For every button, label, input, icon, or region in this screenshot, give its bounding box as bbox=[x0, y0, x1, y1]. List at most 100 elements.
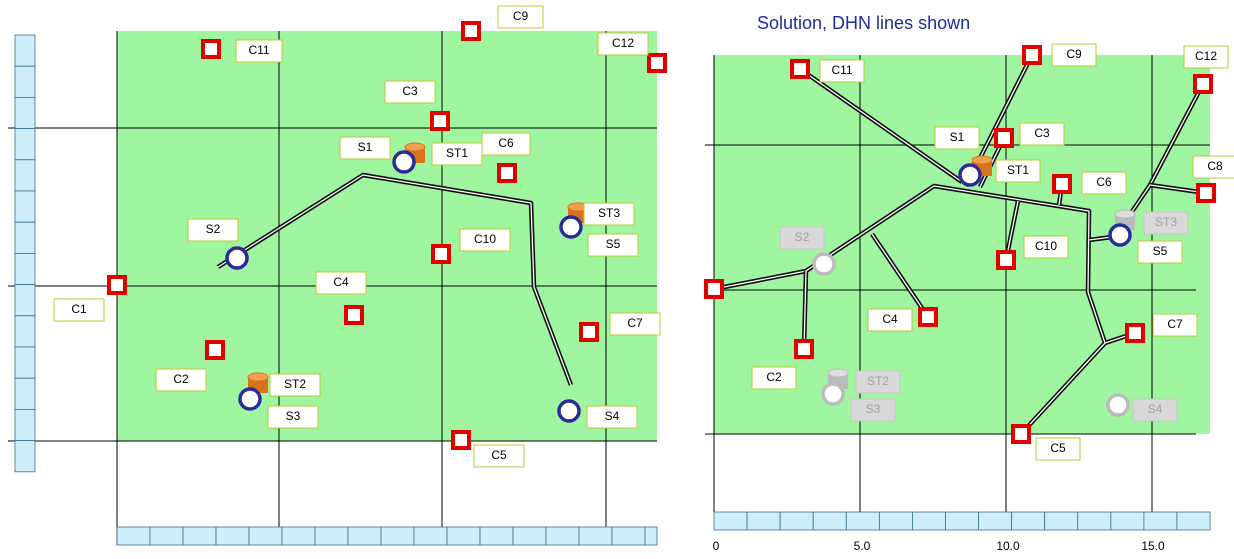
strip-cell bbox=[611, 526, 646, 546]
label: C5 bbox=[1050, 441, 1066, 455]
strip-cell bbox=[347, 526, 382, 546]
source bbox=[821, 382, 845, 406]
consumer bbox=[794, 339, 814, 359]
strip-cell bbox=[14, 221, 36, 254]
strip-cell bbox=[14, 190, 36, 223]
consumer bbox=[431, 244, 451, 264]
strip-cell bbox=[14, 252, 36, 285]
label: ST1 bbox=[1007, 163, 1029, 177]
label-box bbox=[459, 228, 511, 252]
strip-cell bbox=[1143, 511, 1178, 531]
strip-cell bbox=[845, 511, 880, 531]
label: C9 bbox=[513, 9, 529, 23]
strip-cell bbox=[116, 526, 151, 546]
label-box bbox=[431, 142, 483, 166]
source bbox=[238, 387, 262, 411]
label: C3 bbox=[1034, 126, 1050, 140]
strip-cell bbox=[14, 346, 36, 379]
strip-cell bbox=[878, 511, 913, 531]
label-box bbox=[497, 5, 544, 29]
strip-cell bbox=[215, 526, 250, 546]
strip-cell bbox=[14, 440, 36, 473]
label: ST1 bbox=[446, 146, 468, 160]
label-box bbox=[155, 368, 207, 392]
label-box bbox=[819, 59, 865, 83]
strip-cell bbox=[545, 526, 580, 546]
label-box bbox=[597, 32, 649, 56]
strip-cell bbox=[1110, 511, 1145, 531]
label: C11 bbox=[831, 63, 852, 77]
label-box bbox=[586, 405, 638, 429]
label: C6 bbox=[1096, 175, 1112, 189]
strip-cell bbox=[14, 128, 36, 161]
source bbox=[812, 252, 836, 276]
label-box bbox=[384, 80, 436, 104]
label: C11 bbox=[248, 43, 269, 57]
label-box bbox=[187, 218, 239, 242]
consumer bbox=[497, 163, 517, 183]
strip-cell bbox=[14, 377, 36, 410]
strip-cell bbox=[578, 526, 613, 546]
label-box bbox=[267, 405, 319, 429]
label: C9 bbox=[1066, 47, 1082, 61]
label-box bbox=[779, 226, 825, 250]
label: S4 bbox=[1148, 402, 1163, 416]
strip-cell bbox=[14, 315, 36, 348]
label-box bbox=[339, 136, 391, 160]
consumer bbox=[201, 39, 221, 59]
label-box bbox=[53, 298, 105, 322]
strip-cell bbox=[446, 526, 481, 546]
pipe-core bbox=[871, 233, 929, 318]
label-box bbox=[1132, 398, 1178, 422]
label: C6 bbox=[498, 136, 514, 150]
label-box bbox=[850, 398, 896, 422]
label-box bbox=[315, 271, 367, 295]
pipe-core bbox=[799, 68, 963, 183]
strip-cell bbox=[1176, 511, 1211, 531]
strip-cell bbox=[14, 159, 36, 192]
source bbox=[958, 163, 982, 187]
consumer bbox=[430, 111, 450, 131]
consumer bbox=[1193, 74, 1213, 94]
label: S5 bbox=[1153, 244, 1168, 258]
strip-cell bbox=[1044, 511, 1079, 531]
label-box bbox=[1023, 235, 1069, 259]
label: C12 bbox=[1195, 49, 1217, 63]
label-box bbox=[1137, 240, 1183, 264]
strip-cell bbox=[912, 511, 946, 531]
label-box bbox=[235, 39, 283, 63]
storage-top bbox=[971, 155, 993, 165]
source bbox=[392, 150, 416, 174]
label: C5 bbox=[491, 448, 507, 462]
consumer bbox=[1022, 45, 1042, 65]
strip-cell bbox=[380, 526, 415, 546]
consumer bbox=[205, 340, 225, 360]
label: S2 bbox=[206, 222, 221, 236]
label: C12 bbox=[612, 36, 634, 50]
label: ST3 bbox=[1155, 215, 1177, 229]
strip-cell bbox=[14, 284, 36, 317]
strip-cell bbox=[14, 65, 36, 98]
consumer bbox=[344, 305, 364, 325]
label: S1 bbox=[950, 130, 965, 144]
pipe-core bbox=[217, 174, 572, 386]
x-tick-label: 10.0 bbox=[996, 539, 1020, 553]
consumer bbox=[790, 59, 810, 79]
storage-top bbox=[1114, 209, 1136, 219]
pipe-core bbox=[1020, 342, 1106, 435]
source bbox=[1108, 223, 1132, 247]
strip-cell bbox=[248, 526, 283, 546]
consumer bbox=[994, 128, 1014, 148]
strip-cell bbox=[713, 511, 748, 531]
consumer bbox=[704, 279, 724, 299]
label: C7 bbox=[627, 316, 643, 330]
consumer bbox=[107, 275, 127, 295]
label: C1 bbox=[71, 302, 87, 316]
consumer bbox=[996, 250, 1016, 270]
label: S5 bbox=[606, 237, 621, 251]
label: S1 bbox=[358, 140, 373, 154]
label-box bbox=[995, 159, 1041, 183]
strip-cell bbox=[182, 526, 217, 546]
